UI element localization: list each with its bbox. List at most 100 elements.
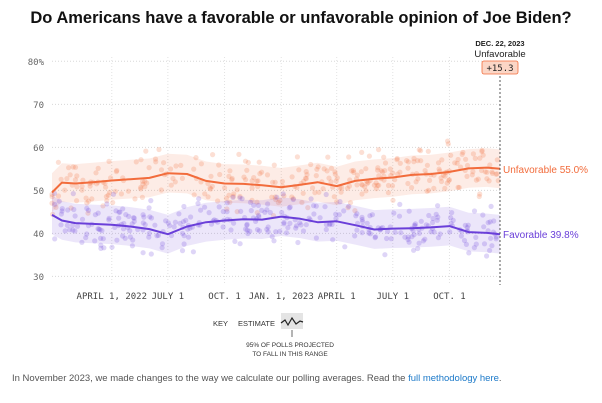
poll-dot [64, 176, 70, 182]
poll-dot [244, 221, 250, 227]
poll-dot [84, 200, 90, 206]
poll-dot [95, 210, 101, 216]
poll-dot [224, 206, 230, 212]
poll-dot [283, 230, 290, 236]
poll-dot [104, 198, 110, 204]
poll-dot [317, 215, 323, 221]
poll-dot [321, 166, 327, 172]
poll-dot [448, 220, 454, 227]
poll-dot [103, 194, 109, 200]
poll-dot [254, 178, 260, 184]
poll-dot [448, 152, 454, 158]
poll-dot [311, 211, 317, 217]
poll-dot [476, 193, 482, 200]
poll-dot [98, 245, 104, 251]
poll-dot [243, 177, 249, 183]
poll-dot [271, 238, 277, 244]
poll-dot [484, 253, 490, 259]
poll-dot [313, 203, 319, 209]
poll-dot [116, 215, 122, 221]
poll-dot [438, 175, 444, 181]
poll-dot [354, 172, 360, 178]
poll-dot [323, 226, 329, 233]
key-range-line2: TO FALL IN THIS RANGE [252, 351, 328, 358]
poll-dot [208, 186, 214, 192]
poll-dot [308, 161, 314, 168]
poll-dot [243, 226, 249, 232]
poll-dot [459, 151, 465, 157]
poll-dot [62, 228, 68, 234]
poll-dot [237, 241, 243, 247]
poll-dot [333, 178, 339, 184]
poll-dot [277, 228, 283, 234]
poll-dot [120, 206, 126, 212]
poll-dot [455, 156, 461, 163]
poll-dot [332, 171, 338, 177]
poll-dot [49, 194, 55, 200]
poll-dot [341, 208, 347, 214]
series-end-label: Unfavorable 55.0% [503, 165, 588, 176]
poll-dot [275, 199, 281, 206]
poll-dot [418, 218, 424, 224]
poll-dot [392, 229, 398, 235]
poll-dot [354, 211, 360, 217]
poll-dot [163, 218, 169, 224]
poll-dot [382, 160, 389, 166]
poll-dot [385, 182, 392, 189]
poll-dot [493, 171, 499, 177]
poll-dot [352, 208, 358, 214]
poll-dot [100, 236, 106, 242]
poll-dot [58, 211, 64, 217]
poll-dot [299, 199, 305, 206]
poll-dot [98, 235, 104, 241]
poll-dot [215, 198, 221, 204]
poll-dot [177, 220, 183, 226]
poll-dot [311, 203, 317, 209]
poll-dot [326, 175, 332, 181]
poll-dot [254, 199, 260, 205]
poll-dot [418, 148, 424, 154]
poll-dot [416, 147, 422, 153]
poll-dot [87, 183, 93, 189]
poll-dot [363, 188, 369, 194]
poll-dot [72, 177, 78, 183]
poll-dot [52, 236, 58, 242]
poll-dot [83, 235, 89, 241]
poll-dot [471, 208, 478, 214]
chart-title: Do Americans have a favorable or unfavor… [30, 9, 572, 27]
poll-dot [315, 164, 321, 170]
poll-dot [72, 228, 78, 234]
poll-dot [114, 167, 120, 174]
poll-dot [229, 175, 235, 182]
poll-dot [49, 200, 55, 206]
poll-dot [281, 221, 287, 227]
poll-dot [271, 162, 277, 168]
poll-dot [181, 203, 187, 210]
poll-dot [191, 166, 197, 172]
methodology-link[interactable]: full methodology here [408, 373, 499, 384]
poll-dot [230, 193, 236, 199]
key-estimate-label: ESTIMATE [238, 319, 275, 328]
poll-dot [286, 205, 292, 211]
poll-dot [411, 155, 417, 162]
poll-dot [405, 180, 411, 187]
poll-dot [444, 180, 450, 186]
poll-dot [67, 227, 73, 233]
poll-dot [210, 152, 216, 158]
poll-dot [491, 218, 497, 224]
poll-dot [442, 185, 448, 191]
poll-dot [68, 205, 74, 211]
poll-dot [70, 191, 76, 197]
poll-dot [142, 222, 148, 228]
poll-dot [465, 222, 471, 228]
poll-dot [394, 157, 400, 163]
poll-dot [85, 207, 92, 213]
poll-dot [382, 252, 388, 258]
poll-dot [445, 141, 451, 147]
poll-dot [79, 239, 85, 245]
poll-dot [222, 185, 228, 191]
poll-dot [486, 178, 492, 184]
poll-dot [155, 232, 161, 238]
poll-dot [93, 170, 99, 176]
poll-dot [176, 211, 182, 217]
